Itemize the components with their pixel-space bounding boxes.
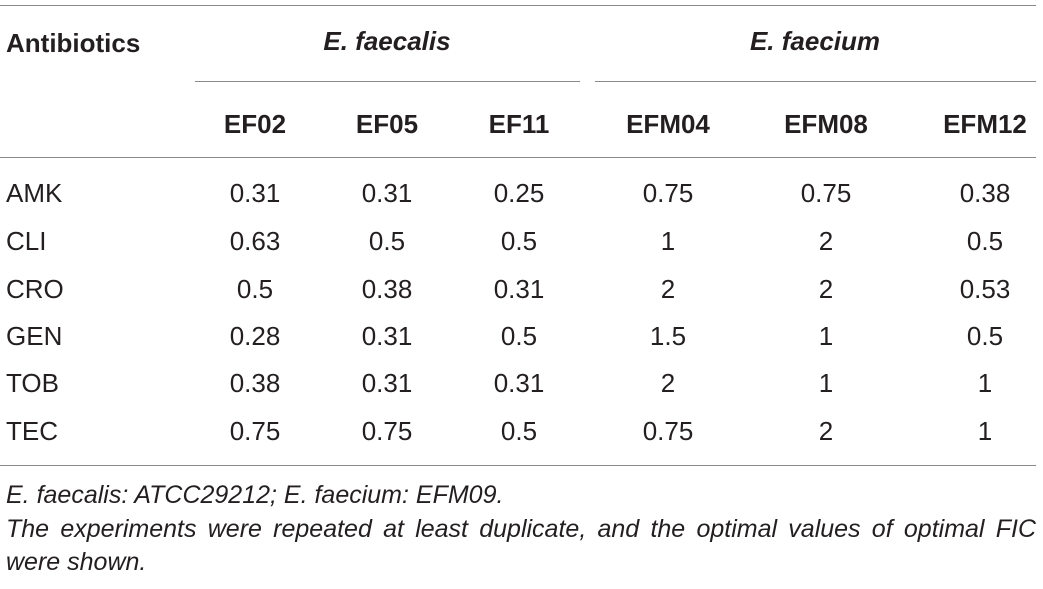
faecium-group-rule	[595, 81, 1036, 82]
table-cell: 0.28	[229, 321, 281, 351]
table-bottom-rule	[0, 465, 1036, 466]
table-cell: 0.31	[361, 178, 413, 208]
table-cell: 0.25	[493, 178, 545, 208]
table-cell: 2	[818, 274, 834, 304]
table-cell: 1	[818, 368, 834, 398]
table-cell: 0.31	[229, 178, 281, 208]
row-label: TEC	[6, 416, 58, 446]
table-cell: 0.75	[229, 416, 281, 446]
footnote-method: The experiments were repeated at least d…	[6, 515, 1036, 576]
table-cell: 1	[818, 321, 834, 351]
row-label-header: Antibiotics	[6, 28, 141, 58]
row-label: CLI	[6, 226, 47, 256]
column-header-ef11: EF11	[488, 109, 550, 139]
table-cell: 0.75	[642, 178, 694, 208]
table-cell: 2	[818, 416, 834, 446]
table-cell: 2	[818, 226, 834, 256]
column-header-efm04: EFM04	[626, 109, 710, 139]
table-cell: 1.5	[649, 321, 687, 351]
table-cell: 1	[660, 226, 676, 256]
table-cell: 0.5	[500, 226, 538, 256]
row-label: GEN	[6, 321, 63, 351]
row-label: AMK	[6, 178, 63, 208]
footnote-strains: E. faecalis: ATCC29212; E. faecium: EFM0…	[6, 481, 504, 509]
table-cell: 2	[660, 368, 676, 398]
table-cell: 0.31	[493, 368, 545, 398]
table-cell: 0.5	[236, 274, 274, 304]
table-cell: 0.5	[500, 321, 538, 351]
column-header-ef05: EF05	[355, 109, 419, 139]
table-cell: 2	[660, 274, 676, 304]
group-header-faecalis: E. faecalis	[323, 26, 451, 56]
table-cell: 1	[977, 416, 993, 446]
table-cell: 0.63	[229, 226, 281, 256]
row-label: TOB	[6, 368, 59, 398]
table-cell: 0.5	[966, 226, 1004, 256]
column-header-efm08: EFM08	[784, 109, 868, 139]
faecalis-group-rule	[195, 81, 580, 82]
group-header-faecium: E. faecium	[749, 26, 881, 56]
table-cell: 1	[977, 368, 993, 398]
table-cell: 0.75	[642, 416, 694, 446]
table-cell: 0.31	[361, 321, 413, 351]
table-cell: 0.5	[500, 416, 538, 446]
table-cell: 0.5	[966, 321, 1004, 351]
row-label: CRO	[6, 274, 64, 304]
top-rule	[0, 5, 1036, 6]
table-cell: 0.38	[229, 368, 281, 398]
table-cell: 0.38	[959, 178, 1011, 208]
table-cell: 0.75	[361, 416, 413, 446]
table-cell: 0.75	[800, 178, 852, 208]
column-header-ef02: EF02	[223, 109, 287, 139]
header-bottom-rule	[0, 157, 1036, 158]
table-cell: 0.31	[493, 274, 545, 304]
column-header-efm12: EFM12	[943, 109, 1027, 139]
table-cell: 0.5	[368, 226, 406, 256]
table-cell: 0.31	[361, 368, 413, 398]
table-cell: 0.38	[361, 274, 413, 304]
table-cell: 0.53	[959, 274, 1011, 304]
